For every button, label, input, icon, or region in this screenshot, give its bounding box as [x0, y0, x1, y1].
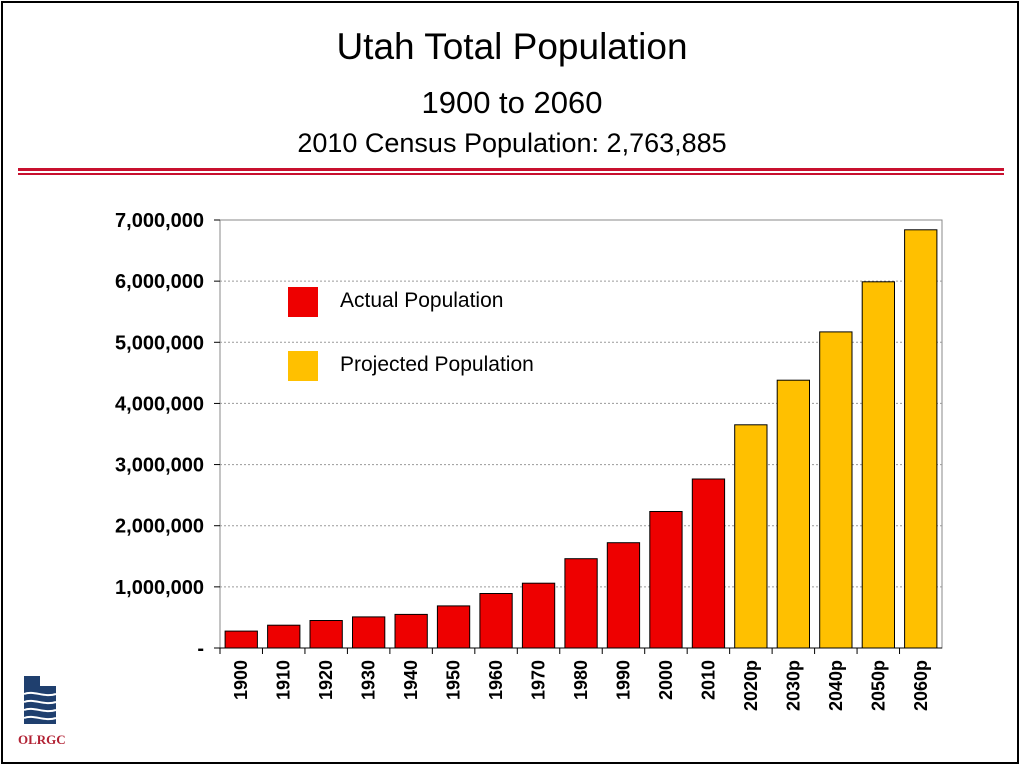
y-axis: - 1,000,000 2,000,000 3,000,000 4,000,000 5,0… — [115, 210, 220, 660]
x-tick-label: 1950 — [444, 660, 464, 700]
bar-1910 — [267, 624, 301, 649]
y-tick-label: 5,000,000 — [115, 332, 204, 354]
x-tick-label: 1990 — [614, 660, 634, 700]
bar-2060p — [904, 229, 938, 649]
olrgc-logo: OLRGC — [18, 676, 66, 747]
bar-2020p — [734, 424, 768, 649]
x-axis: 1900 1910 1920 1930 1940 1950 1960 1970 1980 1990… — [219, 647, 942, 711]
x-tick-label: 1980 — [571, 660, 591, 700]
x-tick-label: 1920 — [316, 660, 336, 700]
y-tick-label: 2,000,000 — [115, 516, 204, 538]
bar-1930 — [352, 616, 386, 649]
x-tick-label: 2060p — [911, 660, 931, 711]
bar-2040p — [819, 331, 853, 649]
x-tick-label: 1940 — [401, 660, 421, 700]
utah-map-icon — [23, 676, 57, 724]
bar-2030p — [776, 379, 811, 649]
legend-label-actual: Actual Population — [340, 289, 503, 312]
legend: Actual Population Projected Population — [288, 287, 534, 381]
x-tick-label: 2020p — [741, 660, 761, 711]
legend-swatch-projected — [288, 351, 318, 381]
census-population-line: 2010 Census Population: 2,763,885 — [297, 128, 727, 158]
y-tick-label: 1,000,000 — [115, 577, 204, 599]
y-tick-label: 4,000,000 — [115, 393, 204, 415]
bars — [224, 229, 938, 649]
bar-2010 — [691, 478, 726, 649]
bar-1950 — [436, 605, 471, 649]
x-tick-label: 2000 — [656, 660, 676, 700]
bar-2050p — [861, 281, 896, 649]
bar-1900 — [224, 630, 258, 649]
slide-subtitle: 1900 to 2060 — [421, 85, 603, 120]
y-tick-label: 3,000,000 — [115, 455, 204, 477]
x-tick-label: 2010 — [698, 660, 718, 700]
bar-2000 — [649, 511, 683, 649]
divider-rule-top — [18, 168, 1004, 171]
logo-text: OLRGC — [18, 732, 66, 747]
bar-1960 — [479, 593, 513, 649]
bar-1980 — [564, 558, 598, 649]
y-tick-label: 6,000,000 — [115, 271, 204, 293]
bar-1990 — [606, 542, 641, 649]
slide-title: Utah Total Population — [336, 26, 688, 67]
bar-1940 — [394, 613, 428, 649]
x-tick-label: 2030p — [783, 660, 803, 711]
legend-swatch-actual — [288, 287, 318, 317]
y-tick-label: 7,000,000 — [115, 210, 204, 232]
legend-label-projected: Projected Population — [340, 353, 534, 376]
bar-1920 — [309, 620, 343, 649]
y-tick-label: - — [197, 638, 204, 660]
x-tick-label: 2040p — [826, 660, 846, 711]
x-tick-label: 1930 — [359, 660, 379, 700]
x-tick-label: 1910 — [274, 660, 294, 700]
x-tick-label: 1970 — [529, 660, 549, 700]
x-tick-label: 1900 — [231, 660, 251, 700]
bar-1970 — [521, 582, 556, 649]
x-tick-label: 1960 — [486, 660, 506, 700]
divider-rule-bottom — [18, 173, 1004, 175]
x-tick-label: 2050p — [868, 660, 888, 711]
